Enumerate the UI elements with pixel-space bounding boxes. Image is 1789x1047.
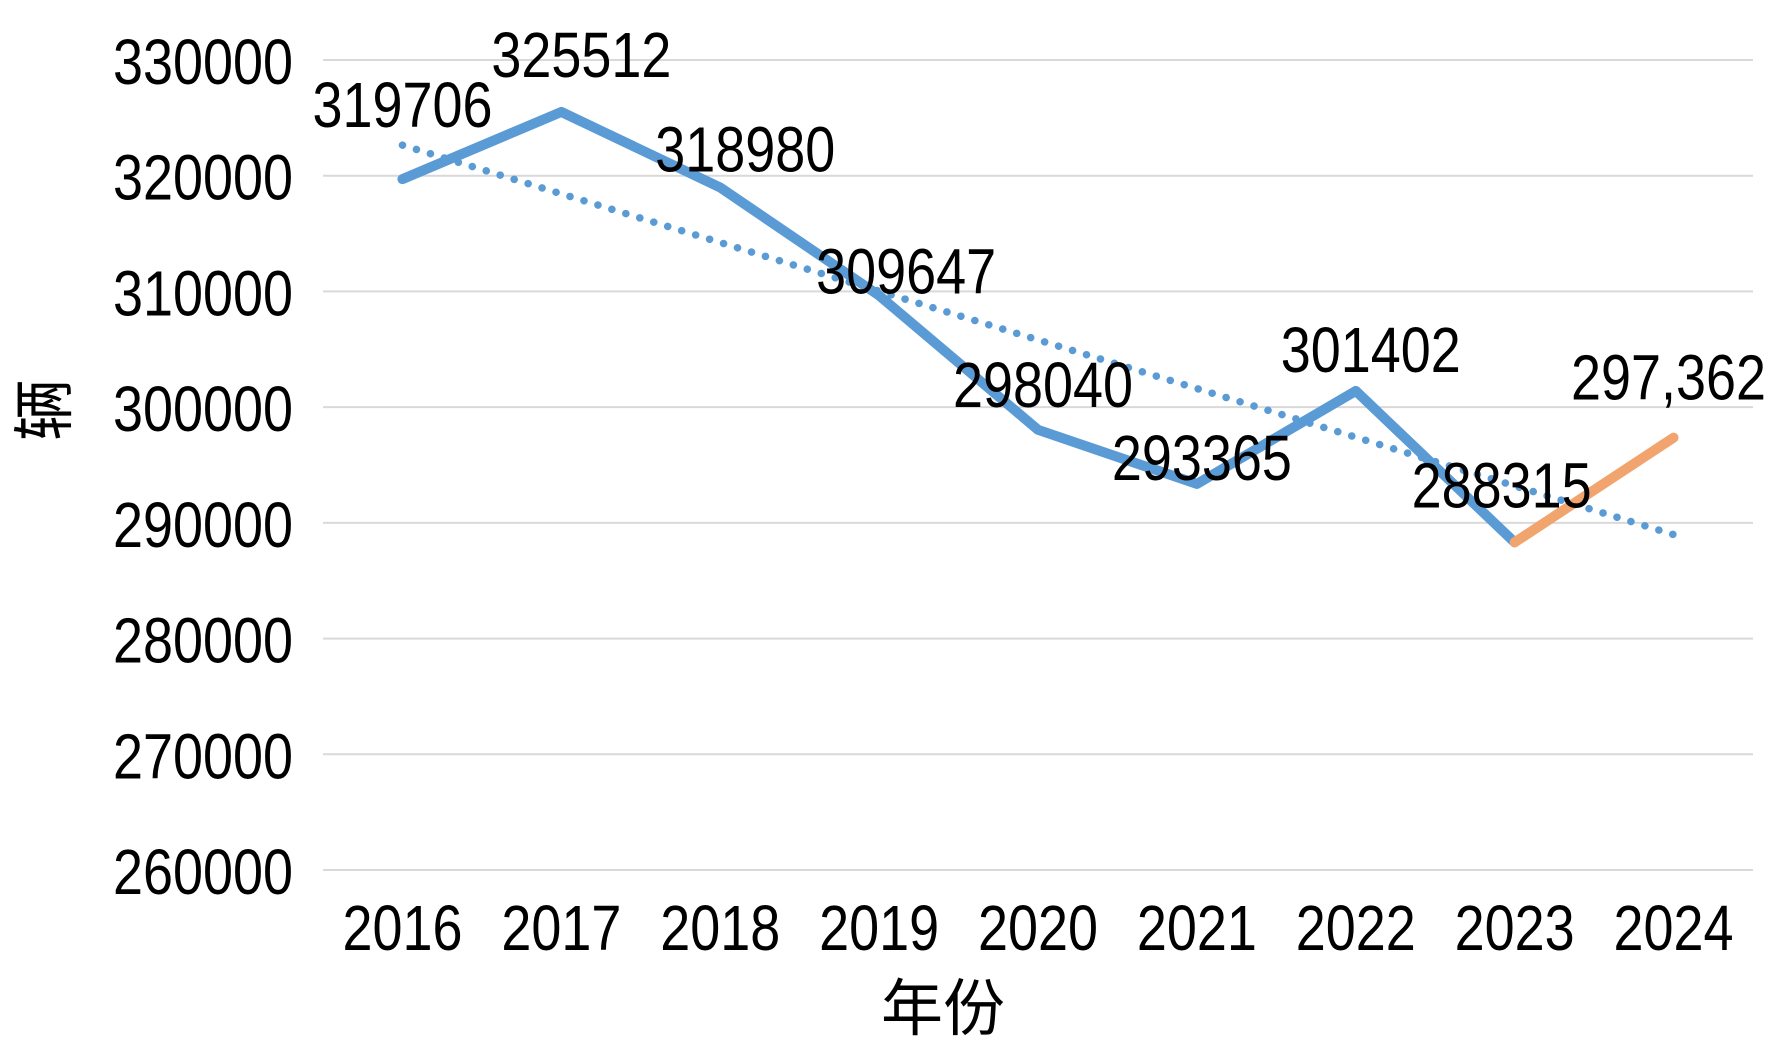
- y-tick-label: 310000: [113, 257, 293, 329]
- x-tick-label: 2024: [1614, 892, 1734, 964]
- y-tick-label: 300000: [113, 373, 293, 445]
- gridline-layer: 330000 320000 310000 300000 290000 280000 2700…: [113, 26, 1753, 964]
- linear-trendline: [398, 141, 1678, 539]
- data-label: 297,362: [1571, 342, 1766, 414]
- x-tick-label: 2023: [1455, 892, 1575, 964]
- y-tick-label: 270000: [113, 720, 293, 792]
- y-tick-label: 290000: [113, 489, 293, 561]
- historical-line: [397, 106, 1520, 548]
- data-label: 288315: [1412, 449, 1592, 521]
- x-tick-label: 2016: [342, 892, 462, 964]
- data-label: 309647: [816, 236, 996, 308]
- series-layer: [397, 106, 1679, 548]
- y-tick-label: 320000: [113, 142, 293, 214]
- y-tick-label: 260000: [113, 836, 293, 908]
- x-tick-label: 2020: [978, 892, 1098, 964]
- x-tick-label: 2019: [819, 892, 939, 964]
- data-label: 318980: [655, 114, 835, 186]
- forecast-line: [1509, 432, 1679, 548]
- data-label: 325512: [491, 19, 671, 91]
- x-axis-title: 年份: [881, 976, 1005, 1044]
- data-label: 293365: [1112, 422, 1292, 494]
- x-tick-label: 2021: [1137, 892, 1257, 964]
- y-tick-label: 280000: [113, 605, 293, 677]
- data-label: 298040: [953, 349, 1133, 421]
- data-label: 319706: [312, 69, 492, 141]
- x-tick-label: 2022: [1296, 892, 1416, 964]
- x-tick-label: 2017: [501, 892, 621, 964]
- y-tick-label: 330000: [113, 26, 293, 98]
- y-axis-title: 辆: [12, 379, 80, 441]
- data-label: 301402: [1281, 314, 1461, 386]
- x-tick-label: 2018: [660, 892, 780, 964]
